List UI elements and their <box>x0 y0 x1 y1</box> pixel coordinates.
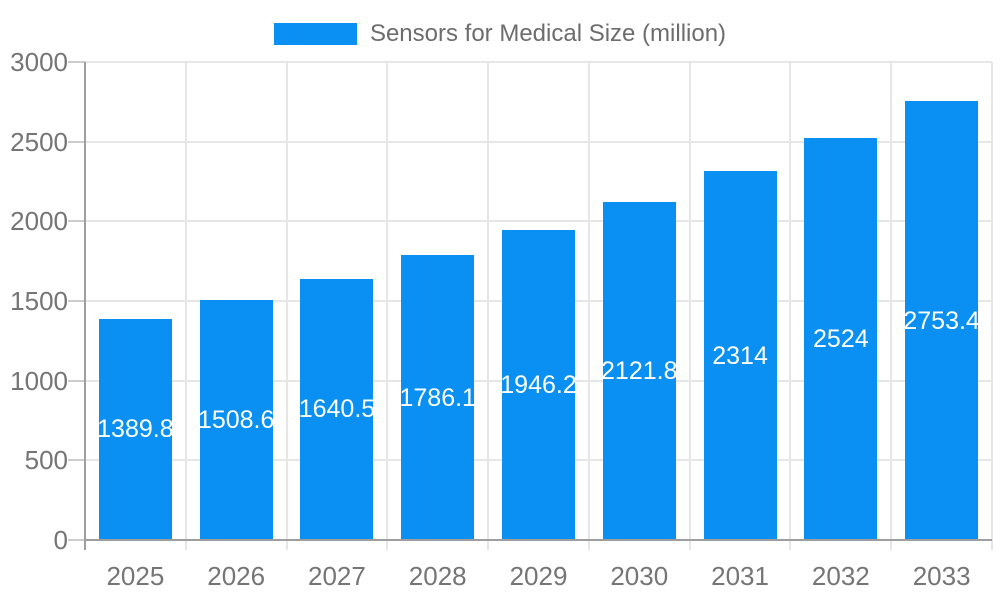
y-tick-label: 1500 <box>10 286 68 316</box>
bar-value-label: 2314 <box>712 341 768 370</box>
bar[interactable]: 2121.8 <box>601 201 678 540</box>
legend-label: Sensors for Medical Size (million) <box>369 20 727 47</box>
gridline-horizontal <box>85 220 992 223</box>
gridline-vertical <box>587 62 590 550</box>
bar-value-label: 1508.6 <box>197 405 275 434</box>
bar[interactable]: 1640.5 <box>298 278 376 540</box>
y-tick-label: 1000 <box>10 365 68 396</box>
bar[interactable]: 1946.2 <box>500 229 577 540</box>
y-axis-tick <box>68 220 85 223</box>
x-tick-label: 2026 <box>207 561 266 591</box>
y-tick-label: 500 <box>24 445 68 476</box>
x-tick-label: 2032 <box>811 561 870 591</box>
y-axis-line <box>84 62 86 550</box>
gridline-vertical <box>991 62 993 550</box>
bar-value-label: 1786.1 <box>399 383 476 412</box>
bar-value-label: 1640.5 <box>298 395 376 424</box>
gridline-vertical <box>386 62 389 550</box>
x-axis-line <box>85 539 992 541</box>
bar[interactable]: 1786.1 <box>399 255 476 540</box>
gridline-horizontal <box>85 61 992 63</box>
gridline-vertical <box>890 62 893 550</box>
plot-area: 1389.8 1508.6 1640.5 1786.1 1946.2 2121.8 2314… <box>68 61 993 550</box>
bar[interactable]: 1389.8 <box>97 318 174 540</box>
bar[interactable]: 2753.4 <box>903 101 980 540</box>
bar[interactable]: 2314 <box>703 171 777 540</box>
bar-value-label: 1946.2 <box>500 370 577 399</box>
x-tick-label: 2027 <box>308 561 366 591</box>
x-tick-label: 2031 <box>711 561 769 591</box>
legend-swatch <box>273 23 357 45</box>
y-tick-label: 2000 <box>10 206 68 237</box>
bar[interactable]: 2524 <box>804 137 878 540</box>
y-tick-label: 2500 <box>10 126 68 157</box>
y-axis-tick <box>68 459 85 462</box>
x-tick-label: 2028 <box>408 561 467 591</box>
y-axis-tick <box>68 61 85 63</box>
bar[interactable]: 1508.6 <box>197 299 275 540</box>
y-tick-label: 0 <box>53 525 68 555</box>
gridline-vertical <box>184 62 187 550</box>
bar-value-label: 1389.8 <box>97 415 174 444</box>
y-axis-tick <box>68 539 85 541</box>
y-axis-tick <box>68 379 85 382</box>
y-axis-tick <box>68 300 85 302</box>
x-tick-label: 2030 <box>610 561 669 591</box>
gridline-vertical <box>688 62 691 550</box>
legend[interactable]: Sensors for Medical Size (million) <box>0 20 1000 48</box>
bar-value-label: 2524 <box>813 324 869 353</box>
bar-value-label: 2121.8 <box>601 356 678 385</box>
gridline-vertical <box>487 62 490 550</box>
gridline-horizontal <box>85 140 992 143</box>
x-tick-label: 2029 <box>509 561 568 591</box>
gridline-vertical <box>789 62 792 550</box>
gridline-vertical <box>285 62 288 550</box>
x-tick-label: 2033 <box>912 561 971 591</box>
y-axis-tick <box>68 140 85 143</box>
bar-value-label: 2753.4 <box>903 306 980 335</box>
x-tick-label: 2025 <box>106 561 165 591</box>
y-tick-label: 3000 <box>10 47 68 77</box>
